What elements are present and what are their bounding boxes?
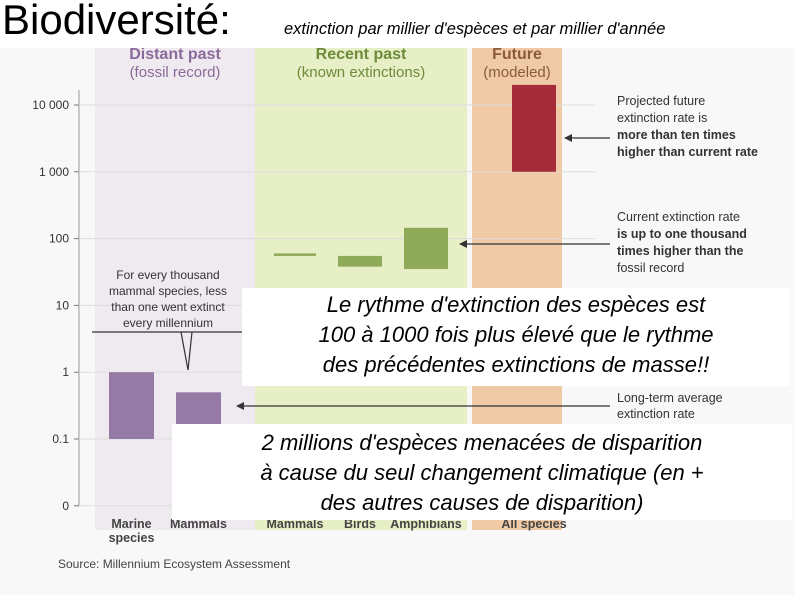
panel-title: Future [492, 46, 542, 63]
overlay-2-line: 2 millions d'espèces menacées de dispari… [261, 430, 703, 455]
annotation-current-line: Current extinction rate [617, 210, 740, 224]
annotation-longterm-line: extinction rate [617, 407, 695, 421]
panel-title: Distant past [129, 46, 221, 63]
x-tick-label: Mammals [267, 517, 324, 531]
page-title: Biodiversité: [2, 0, 231, 43]
bar [176, 392, 221, 428]
overlay-1-line: 100 à 1000 fois plus élevé que le rythme [318, 322, 714, 347]
overlay-2-line: à cause du seul changement climatique (e… [260, 460, 704, 485]
annotation-future-line: more than ten times [617, 128, 736, 142]
x-tick-label: Amphibians [390, 517, 462, 531]
panel-title: (known extinctions) [297, 64, 425, 81]
title-bar: Biodiversité: extinction par millier d'e… [0, 0, 794, 48]
panel-title: Recent past [316, 46, 407, 63]
annotation-future-line: extinction rate is [617, 111, 707, 125]
annotation-current-line: times higher than the [617, 244, 743, 258]
y-tick-label: 1 000 [39, 165, 69, 179]
x-tick-label: species [109, 531, 155, 545]
bar [274, 253, 316, 256]
y-tick-label: 10 000 [32, 98, 69, 112]
x-tick-label: Marine [111, 517, 151, 531]
bar [404, 227, 448, 270]
page-subtitle: extinction par millier d'espèces et par … [284, 20, 666, 38]
overlay-1-line: Le rythme d'extinction des espèces est [326, 292, 706, 317]
arrow-head-icon [459, 240, 467, 248]
y-tick-label: 1 [62, 365, 69, 379]
y-tick-label: 10 [56, 298, 70, 312]
panel-title: (modeled) [483, 64, 551, 81]
annotation-pointer [180, 331, 189, 371]
overlay-text-2: 2 millions d'espèces menacées de dispari… [172, 424, 792, 520]
arrow-head-icon [564, 134, 572, 142]
bar [338, 255, 382, 267]
annotation-current-line: fossil record [617, 261, 684, 275]
y-tick-label: 100 [49, 232, 69, 246]
annotation-future-line: Projected future [617, 94, 705, 108]
overlay-text-1: Le rythme d'extinction des espèces est 1… [242, 288, 790, 386]
bar [512, 84, 556, 172]
annotation-fossil-line: For every thousand [116, 268, 219, 282]
chart-source: Source: Millennium Ecosystem Assessment [58, 557, 291, 571]
annotation-fossil-line: every millennium [123, 316, 213, 330]
panel-title: (fossil record) [130, 64, 221, 81]
overlay-2-line: des autres causes de disparition) [320, 490, 644, 515]
annotation-future-line: higher than current rate [617, 145, 758, 159]
x-tick-label: All species [501, 517, 566, 531]
overlay-1-line: des précédentes extinctions de masse!! [322, 352, 710, 377]
annotation-fossil-line: mammal species, less [109, 284, 227, 298]
x-tick-label: Mammals [170, 517, 227, 531]
annotation-pointer [187, 331, 193, 371]
annotation-current-line: is up to one thousand [617, 227, 747, 241]
arrow-head-icon [236, 402, 244, 410]
y-tick-label: 0.1 [52, 432, 69, 446]
bar [109, 372, 154, 439]
annotation-longterm-line: Long-term average [617, 391, 723, 405]
x-tick-label: Birds [344, 517, 376, 531]
y-tick-label: 0 [62, 499, 69, 513]
annotation-fossil-line: than one went extinct [111, 300, 225, 314]
